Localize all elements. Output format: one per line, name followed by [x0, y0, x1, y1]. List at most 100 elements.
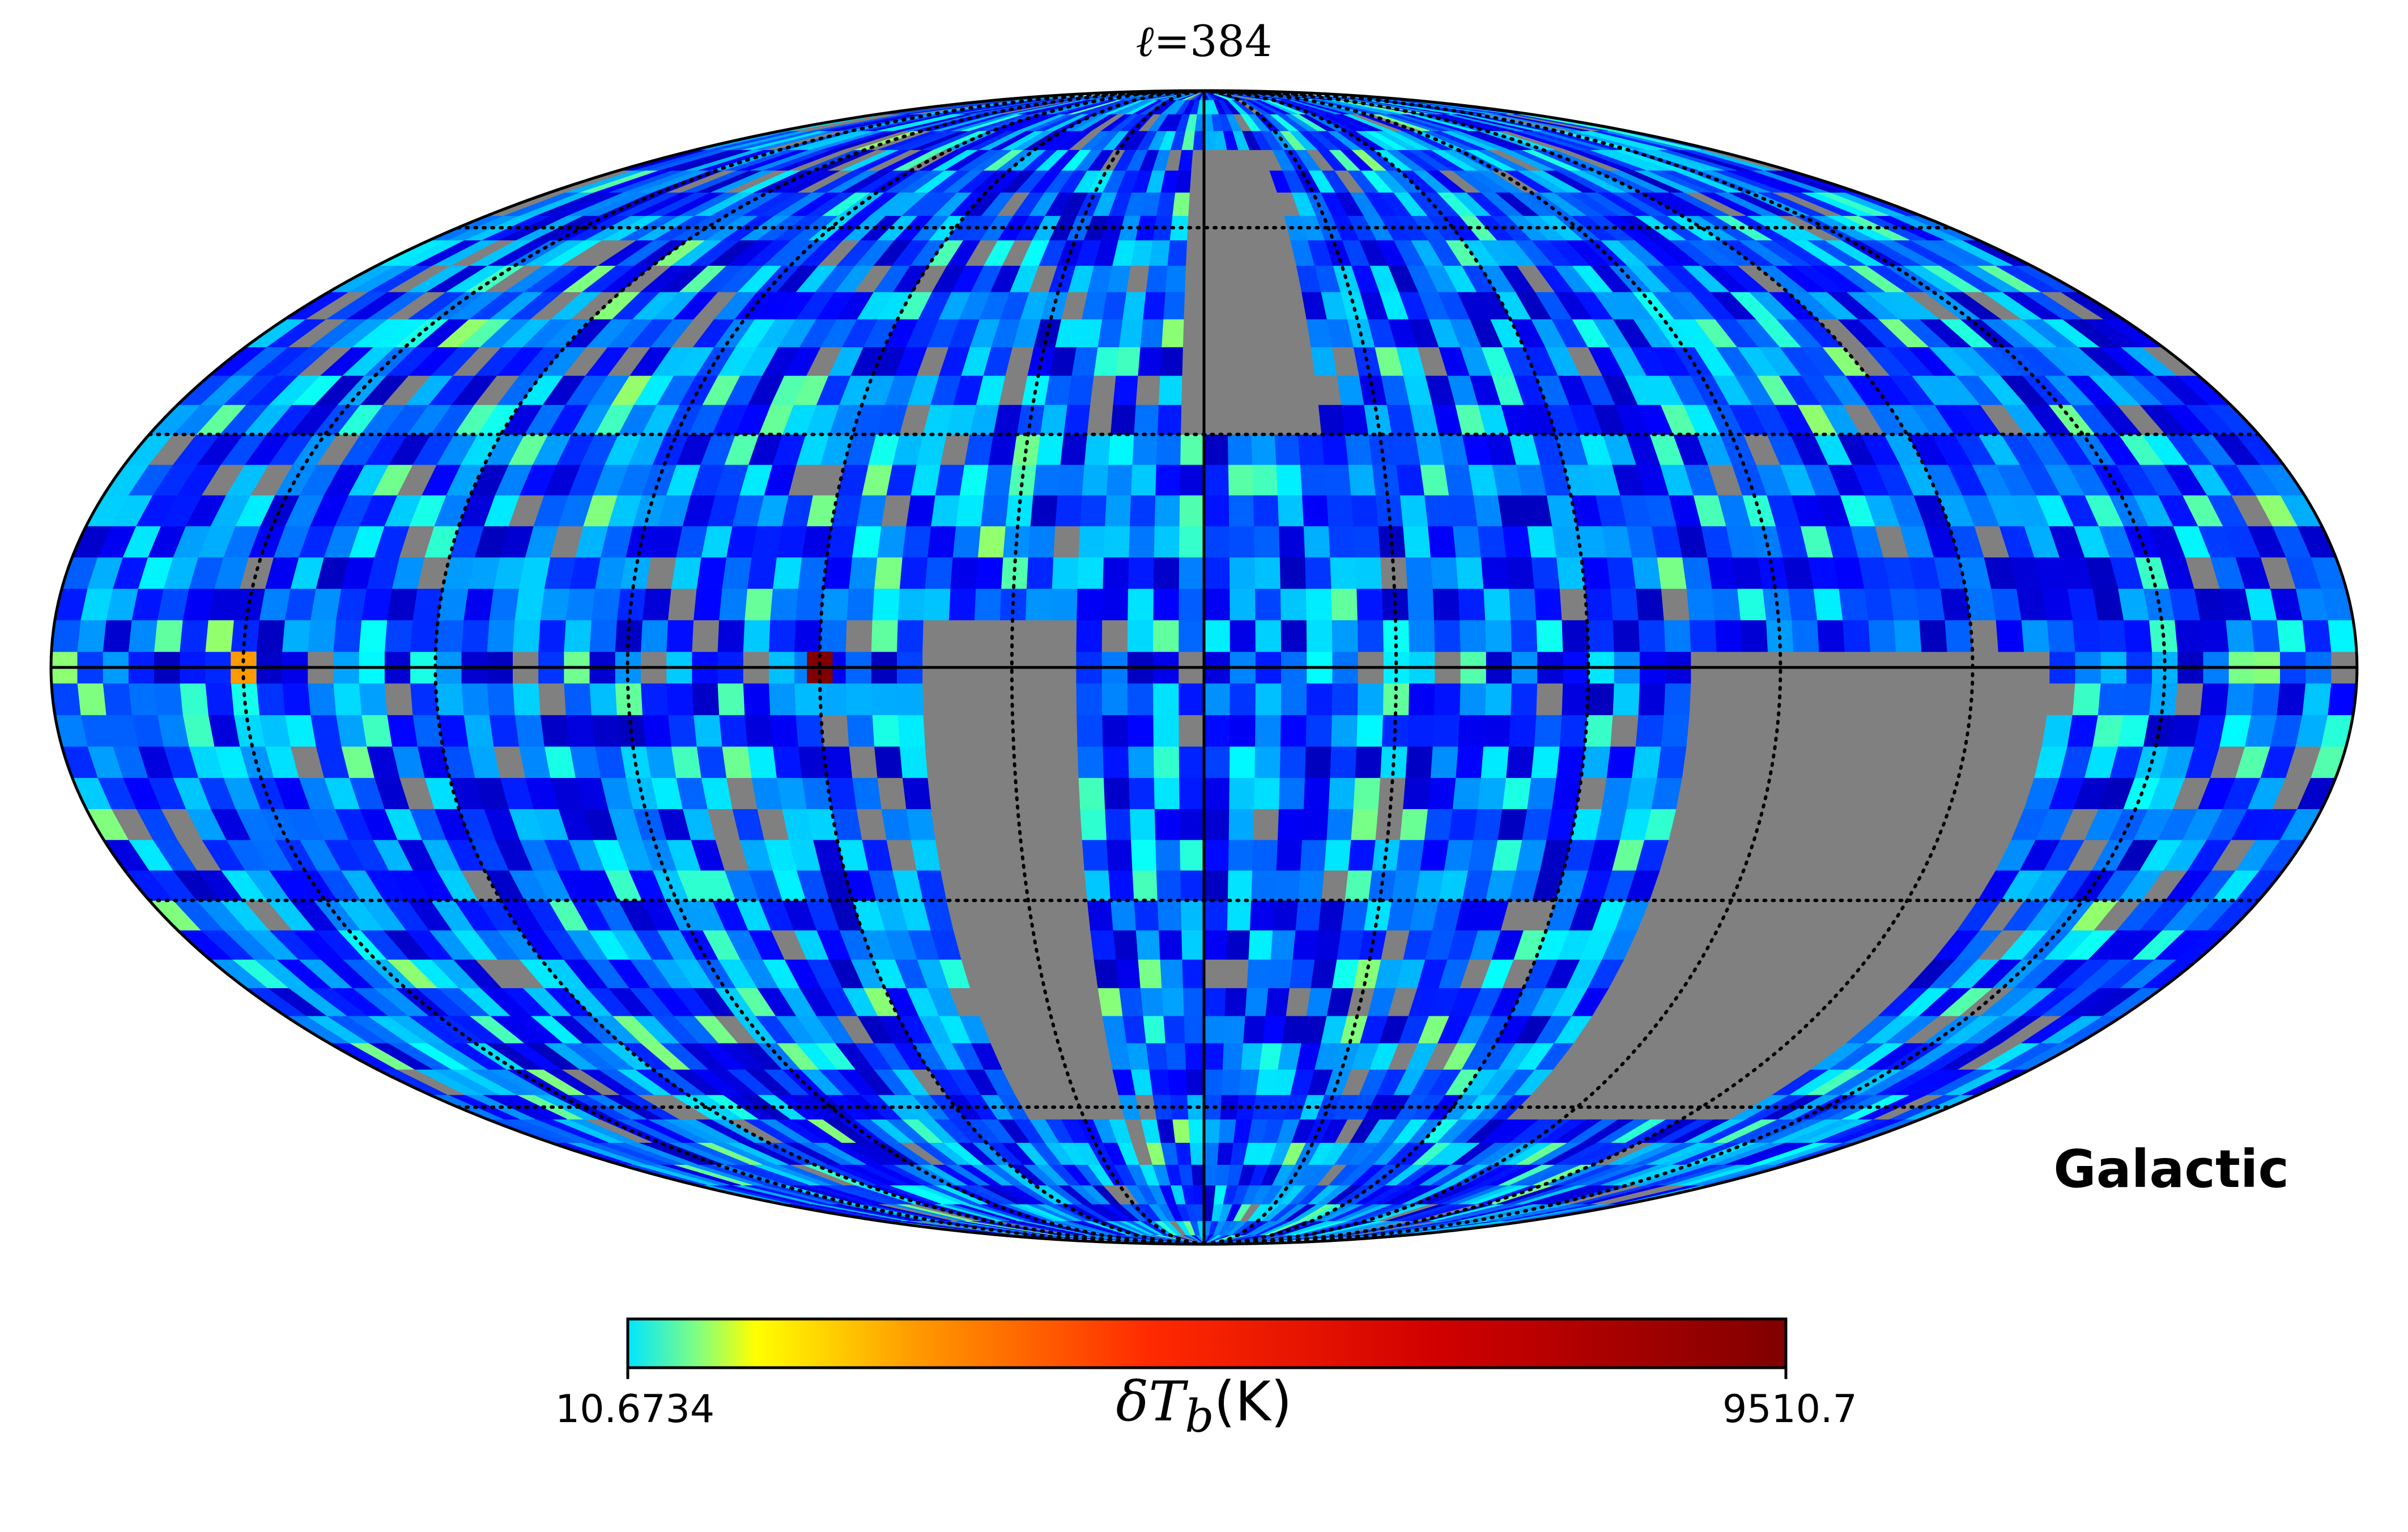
- map-pixel: [666, 619, 694, 652]
- map-pixel: [1637, 619, 1666, 652]
- map-pixel: [1226, 930, 1250, 960]
- map-pixel: [1352, 525, 1381, 558]
- map-pixel: [1182, 318, 1205, 347]
- map-pixel: [1914, 588, 1945, 620]
- map-pixel: [1267, 346, 1293, 376]
- map-pixel: [1078, 777, 1105, 810]
- map-pixel: [1178, 619, 1205, 652]
- map-pixel: [1163, 291, 1185, 320]
- map-pixel: [1203, 714, 1230, 747]
- map-pixel: [1888, 588, 1920, 620]
- map-pixel: [1179, 808, 1205, 840]
- map-pixel: [1317, 404, 1345, 435]
- map-pixel: [897, 588, 925, 620]
- map-pixel: [1057, 839, 1084, 871]
- map-pixel: [1225, 346, 1249, 376]
- map-pixel: [1104, 495, 1131, 526]
- map-pixel: [1145, 1042, 1168, 1070]
- map-pixel: [1180, 900, 1205, 931]
- map-pixel: [846, 588, 875, 620]
- map-pixel: [1131, 870, 1158, 901]
- map-pixel: [1252, 464, 1278, 496]
- map-pixel: [667, 714, 697, 747]
- map-pixel: [1354, 746, 1382, 778]
- map-pixel: [1688, 619, 1717, 652]
- map-pixel: [1329, 746, 1357, 778]
- map-pixel: [1178, 588, 1205, 620]
- map-pixel: [1530, 556, 1560, 589]
- map-pixel: [1026, 556, 1054, 589]
- map-pixel: [852, 777, 882, 810]
- map-pixel: [282, 619, 311, 652]
- map-pixel: [1158, 375, 1182, 405]
- map-pixel: [51, 683, 81, 716]
- map-pixel: [1183, 1015, 1205, 1044]
- map-pixel: [1203, 1164, 1218, 1186]
- map-pixel: [1787, 714, 1818, 747]
- map-pixel: [1842, 683, 1870, 716]
- map-pixel: [696, 556, 727, 589]
- map-pixel: [924, 556, 953, 589]
- map-pixel: [1606, 746, 1636, 778]
- map-pixel: [2046, 619, 2075, 652]
- map-pixel: [1179, 525, 1205, 558]
- map-pixel: [930, 808, 960, 840]
- map-pixel: [977, 777, 1006, 810]
- map-pixel: [948, 588, 976, 620]
- map-pixel: [2122, 619, 2152, 652]
- map-pixel: [1222, 265, 1244, 292]
- map-pixel: [1707, 556, 1738, 589]
- map-pixel: [1530, 746, 1560, 778]
- map-pixel: [973, 683, 1000, 716]
- map-pixel: [1131, 434, 1158, 465]
- map-pixel: [386, 714, 418, 747]
- map-pixel: [1203, 464, 1229, 496]
- map-pixel: [1249, 900, 1275, 931]
- map-pixel: [955, 808, 985, 840]
- map-pixel: [794, 619, 822, 652]
- map-pixel: [1990, 714, 2022, 747]
- map-pixel: [1250, 434, 1277, 465]
- map-pixel: [1295, 900, 1322, 931]
- map-pixel: [1128, 556, 1154, 589]
- map-pixel: [1601, 777, 1632, 810]
- map-pixel: [1317, 900, 1345, 931]
- map-pixel: [1612, 683, 1640, 716]
- map-pixel: [1918, 619, 1947, 652]
- map-pixel: [845, 683, 873, 716]
- map-pixel: [772, 556, 802, 589]
- map-pixel: [1050, 588, 1078, 620]
- map-pixel: [512, 683, 541, 716]
- map-pixel: [1203, 930, 1227, 960]
- map-pixel: [1739, 619, 1768, 652]
- map-pixel: [747, 746, 777, 778]
- map-pixel: [1406, 588, 1435, 620]
- map-pixel: [1347, 464, 1376, 496]
- map-pixel: [870, 619, 898, 652]
- map-pixel: [410, 683, 439, 716]
- map-pixel: [2327, 619, 2357, 652]
- map-pixel: [2301, 683, 2332, 716]
- map-pixel: [901, 777, 931, 810]
- map-pixel: [1243, 1015, 1266, 1044]
- map-pixel: [1203, 149, 1218, 171]
- map-pixel: [1060, 870, 1087, 901]
- map-pixel: [1203, 683, 1230, 716]
- map-pixel: [950, 746, 978, 778]
- map-pixel: [2250, 683, 2281, 716]
- map-pixel: [1024, 588, 1052, 620]
- map-pixel: [1054, 495, 1082, 526]
- map-pixel: [955, 495, 985, 526]
- map-pixel: [565, 714, 595, 747]
- map-pixel: [1167, 240, 1188, 266]
- map-pixel: [1280, 619, 1307, 652]
- map-pixel: [2046, 683, 2075, 716]
- map-pixel: [1254, 683, 1282, 716]
- map-pixel: [1635, 714, 1664, 747]
- map-pixel: [514, 588, 544, 620]
- map-pixel: [1102, 746, 1129, 778]
- map-pixel: [1791, 683, 1819, 716]
- map-pixel: [1066, 375, 1094, 405]
- colorbar-label-subscript: b: [1185, 1390, 1214, 1443]
- colorbar-label-unit: (K): [1214, 1370, 1292, 1433]
